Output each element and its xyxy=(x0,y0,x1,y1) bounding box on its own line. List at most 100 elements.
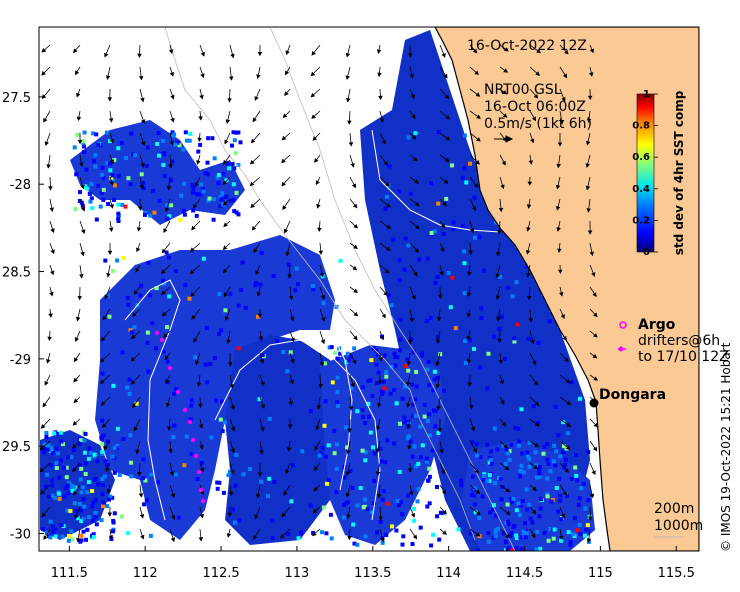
sst-pixel xyxy=(169,203,174,208)
sst-pixel xyxy=(329,345,334,350)
sst-pixel xyxy=(84,167,89,172)
sst-pixel xyxy=(375,352,380,357)
sst-pixel xyxy=(527,457,532,461)
current-arrow xyxy=(191,220,201,231)
current-arrow xyxy=(226,528,232,538)
sst-pixel xyxy=(212,197,216,202)
sst-pixel xyxy=(542,445,547,450)
current-arrow xyxy=(526,286,532,301)
current-arrow xyxy=(73,396,81,403)
current-arrow xyxy=(499,418,507,427)
sst-pixel xyxy=(54,465,59,470)
sst-pixel xyxy=(387,293,391,298)
sst-pixel xyxy=(506,521,511,526)
sst-pixel xyxy=(369,358,374,363)
sst-pixel xyxy=(344,425,348,430)
sst-pixel xyxy=(217,292,222,296)
sst-pixel xyxy=(220,399,224,404)
sst-pixel xyxy=(486,351,491,356)
current-arrow xyxy=(285,44,291,56)
current-arrow xyxy=(168,44,174,54)
current-arrow xyxy=(281,132,291,141)
current-arrow xyxy=(130,352,141,362)
sst-pixel xyxy=(488,510,492,515)
sst-pixel xyxy=(383,206,388,211)
current-arrow xyxy=(376,418,381,431)
current-arrow xyxy=(138,66,144,81)
sst-pixel xyxy=(372,478,377,483)
sst-pixel xyxy=(171,435,176,440)
sst-pixel xyxy=(120,202,125,207)
sst-pixel xyxy=(296,536,301,541)
drifters-label-line2: to 17/10 12Z xyxy=(638,349,729,365)
current-arrow xyxy=(72,462,81,473)
current-arrow xyxy=(73,374,81,383)
current-arrow xyxy=(288,286,294,301)
sst-pixel xyxy=(148,533,153,538)
colorbar-ramp xyxy=(636,93,655,253)
sst-pixel xyxy=(395,355,400,360)
drifter-position xyxy=(190,437,196,443)
sst-pixel xyxy=(266,494,270,499)
sst-pixel xyxy=(317,453,322,458)
drifter-position xyxy=(175,389,181,395)
sst-pixel xyxy=(435,375,440,380)
sst-pixel xyxy=(393,363,398,368)
sst-pixel xyxy=(384,194,389,199)
sst-pixel xyxy=(79,538,84,543)
sst-pixel xyxy=(390,524,394,529)
sst-pixel xyxy=(149,472,154,477)
isobath-label-200m: 200m xyxy=(654,501,694,517)
sst-pixel xyxy=(427,412,431,417)
current-arrow xyxy=(132,308,141,317)
sst-pixel xyxy=(332,451,337,456)
sst-pixel xyxy=(115,443,120,448)
sst-pixel xyxy=(517,512,522,517)
current-arrow xyxy=(285,462,291,475)
sst-pixel xyxy=(162,152,167,157)
sst-pixel xyxy=(487,478,492,483)
sst-pixel xyxy=(361,505,366,510)
y-tick-label: 28.5 xyxy=(2,266,31,281)
sst-pixel xyxy=(91,535,96,539)
sst-pixel xyxy=(412,506,416,511)
current-arrow xyxy=(283,484,291,496)
current-arrow xyxy=(313,484,321,492)
sst-pixel xyxy=(55,451,60,456)
sst-pixel xyxy=(71,448,76,453)
sst-pixel xyxy=(431,532,436,537)
sst-pixel xyxy=(115,258,120,263)
current-arrow xyxy=(555,198,561,211)
sst-pixel xyxy=(561,444,566,449)
current-arrow xyxy=(436,396,441,411)
sst-pixel xyxy=(63,486,68,491)
current-arrow xyxy=(42,396,51,408)
sst-pixel xyxy=(342,475,347,480)
sst-pixel xyxy=(329,536,334,541)
sst-pixel xyxy=(45,472,50,477)
sst-pixel xyxy=(46,494,51,499)
current-arrow xyxy=(496,242,501,257)
sst-pixel xyxy=(196,149,201,154)
current-arrow xyxy=(439,242,445,253)
sst-pixel xyxy=(507,457,512,462)
current-arrow xyxy=(499,506,511,516)
sst-pixel xyxy=(462,166,467,171)
sst-pixel xyxy=(547,319,552,324)
sst-pixel xyxy=(87,191,92,196)
sst-pixel xyxy=(372,451,377,456)
current-arrow xyxy=(249,154,261,165)
sst-pixel xyxy=(424,319,429,324)
sst-pixel xyxy=(108,139,112,144)
sst-pixel xyxy=(308,409,313,414)
sst-pixel xyxy=(416,461,421,466)
sst-pixel xyxy=(165,359,170,364)
sst-pixel xyxy=(141,457,146,462)
sst-pixel xyxy=(111,383,116,388)
isobath-1000m-west xyxy=(124,279,181,521)
sst-pixel xyxy=(162,173,167,178)
sst-pixel xyxy=(83,450,87,455)
sst-pixel xyxy=(320,530,324,535)
drifter-position xyxy=(193,453,199,459)
current-arrow xyxy=(109,132,114,144)
